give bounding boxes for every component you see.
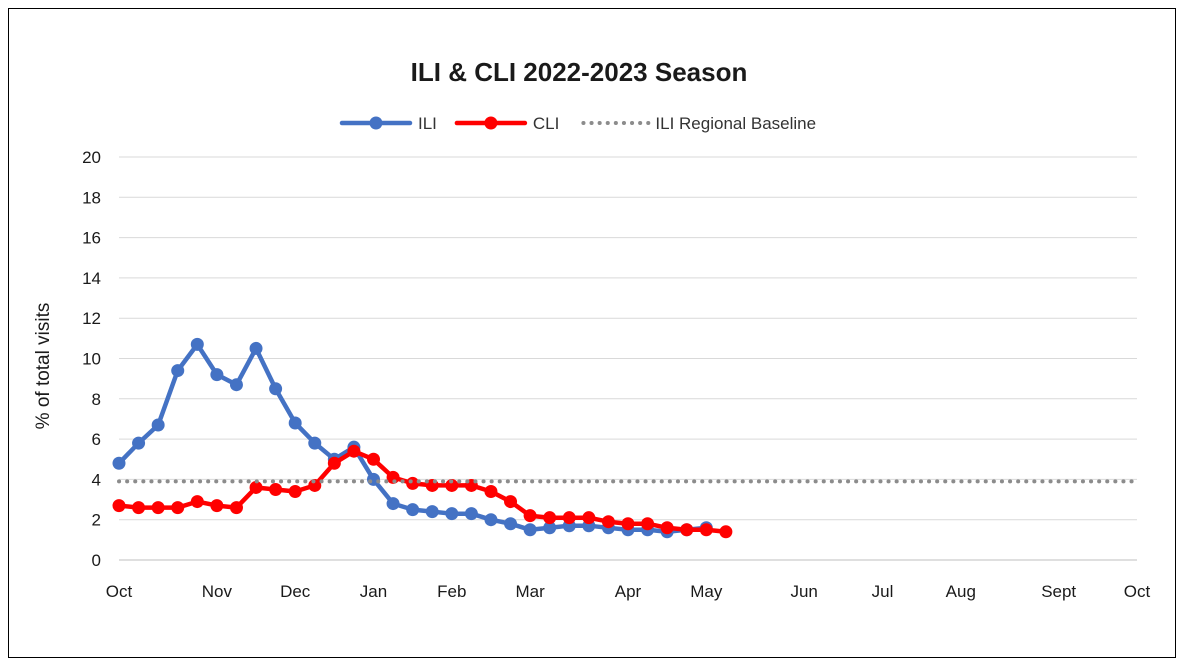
y-axis-title: % of total visits [33,303,54,430]
chart-frame: 0 2 4 6 8 10 12 14 16 18 20 Oct Nov Dec Jan Feb Mar Apr M… [8,8,1176,658]
cli-point [367,452,380,466]
x-tick-label: Oct [1124,582,1151,601]
x-tick-label: Oct [106,582,133,601]
y-tick-label: 10 [82,350,101,369]
cli-point [641,517,655,531]
x-tick-label: Sept [1041,582,1076,601]
cli-point [132,501,146,515]
legend-label: ILI [418,114,437,133]
legend-item: ILI Regional Baseline [581,114,816,133]
cli-point [406,476,420,490]
ili-point [425,505,439,519]
ili-point [269,382,283,396]
cli-point [582,511,596,525]
y-tick-label: 0 [92,551,101,570]
ili-point [288,416,302,430]
series-group [112,337,1139,539]
x-tick-label: Jun [790,582,817,601]
cli-point [680,523,694,537]
y-tick-label: 8 [92,390,101,409]
cli-point [229,501,243,515]
legend-item: ILI [339,114,437,133]
cli-point [327,456,341,470]
x-tick-label: Feb [437,582,466,601]
legend-label: CLI [533,114,559,133]
x-tick-label: Mar [515,582,545,601]
gridlines [119,156,1137,561]
y-axis-ticks: 0 2 4 6 8 10 12 14 16 18 20 [82,148,101,570]
ili-legend-marker [369,116,383,130]
y-tick-label: 20 [82,148,101,167]
ili-point [464,507,478,521]
cli-legend-marker [484,116,498,130]
cli-point [621,517,635,531]
cli-point [210,499,224,513]
ili-point [543,521,557,535]
cli-point [445,478,459,492]
ili-point [132,436,146,450]
cli-point [601,515,615,529]
x-tick-label: Nov [202,582,233,601]
ili-point [229,378,243,392]
y-tick-label: 6 [92,430,101,449]
cli-point [269,482,283,496]
line-chart: 0 2 4 6 8 10 12 14 16 18 20 Oct Nov Dec Jan Feb Mar Apr M… [33,57,1151,601]
cli-point [699,523,713,537]
x-axis-ticks: Oct Nov Dec Jan Feb Mar Apr May Jun Jul Aug Sept Oct [106,582,1151,601]
cli-point [484,484,498,498]
cli-point [660,521,674,535]
cli-point [171,501,185,515]
ili-point [484,513,498,527]
cli-point [719,525,733,539]
ili-point [210,368,224,382]
x-tick-label: Jan [360,582,387,601]
x-tick-label: Aug [946,582,976,601]
ili-point [523,523,537,537]
cli-point [151,501,165,515]
x-tick-label: Apr [615,582,642,601]
ili-point [367,472,380,486]
legend-label: ILI Regional Baseline [655,114,816,133]
cli-point [543,511,557,525]
y-tick-label: 2 [92,511,101,530]
cli-point [288,484,302,498]
cli-point [562,511,576,525]
ili-point [386,497,400,511]
ili-point [308,436,322,450]
cli-point [308,478,322,492]
cli-point [112,499,126,513]
ili-point [249,341,263,355]
cli-point [190,495,204,509]
cli-point [523,509,537,523]
ili-point [190,337,204,351]
ili-point [112,456,126,470]
cli-point [504,495,518,509]
y-tick-label: 12 [82,309,101,328]
legend: ILI CLI ILI Regional Baseline [339,114,816,133]
y-tick-label: 18 [82,188,101,207]
cli-point [249,480,263,494]
ili-point [151,418,165,432]
y-tick-label: 16 [82,229,101,248]
ili-point [445,507,459,521]
ili-point [171,364,185,378]
x-tick-label: Jul [872,582,894,601]
y-tick-label: 14 [82,269,101,288]
x-tick-label: Dec [280,582,311,601]
cli-point [347,444,361,458]
legend-item: CLI [454,114,559,133]
y-tick-label: 4 [92,470,101,489]
chart-title: ILI & CLI 2022-2023 Season [411,57,748,87]
ili-point [504,517,518,531]
ili-point [406,503,420,517]
x-tick-label: May [690,582,723,601]
